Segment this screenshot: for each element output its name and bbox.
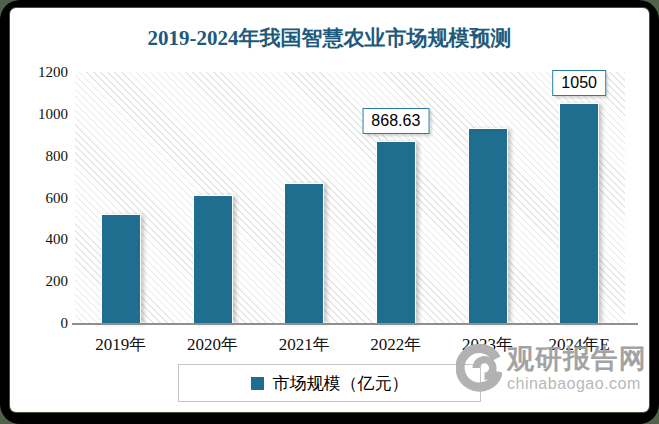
watermark: 观研报告网 chinabaogao.com	[456, 342, 647, 396]
y-tick-label: 0	[10, 314, 68, 332]
watermark-site: chinabaogao.com	[507, 376, 647, 392]
x-axis-label: 2021年	[279, 333, 330, 356]
x-axis-label: 2022年	[370, 333, 421, 356]
bar-2019年	[101, 214, 141, 323]
bar-2021年	[284, 183, 324, 323]
y-tick-label: 1200	[10, 63, 68, 81]
legend-swatch-icon	[251, 377, 264, 390]
watermark-swirl-logo-icon	[456, 342, 502, 396]
watermark-text: 观研报告网 chinabaogao.com	[507, 346, 647, 392]
data-label-box: 1050	[552, 70, 606, 96]
y-tick-label: 600	[10, 189, 68, 207]
legend-label: 市场规模（亿元）	[273, 372, 409, 395]
x-axis-label: 2020年	[187, 333, 238, 356]
data-label-box: 868.63	[362, 108, 429, 134]
watermark-brand: 观研报告网	[507, 346, 647, 373]
chart-canvas: 2019-2024年我国智慧农业市场规模预测 市场规模（亿元）	[10, 8, 649, 412]
bar-2020年	[193, 195, 233, 323]
y-tick-label: 800	[10, 147, 68, 165]
x-axis-label: 2019年	[95, 333, 146, 356]
y-tick-label: 200	[10, 272, 68, 290]
y-tick-label: 1000	[10, 105, 68, 123]
plot-area	[75, 72, 625, 323]
legend: 市场规模（亿元）	[178, 364, 481, 402]
screenshot: 2019-2024年我国智慧农业市场规模预测 市场规模（亿元）	[0, 0, 659, 424]
y-tick-label: 400	[10, 230, 68, 248]
bar-2023年	[468, 128, 508, 323]
bar-2022年	[376, 141, 416, 323]
bar-2024年E	[559, 103, 599, 323]
x-axis-line	[72, 323, 638, 325]
black-rounded-frame: 2019-2024年我国智慧农业市场规模预测 市场规模（亿元）	[0, 0, 659, 424]
chart-title: 2019-2024年我国智慧农业市场规模预测	[10, 24, 649, 52]
